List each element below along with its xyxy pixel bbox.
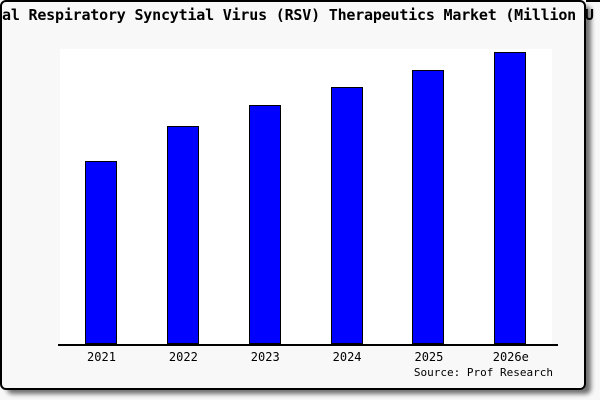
x-tick-label-2025: 2025 [414,350,444,364]
x-tick-label-2022: 2022 [168,350,198,364]
x-tick-label-2026e: 2026e [492,350,529,364]
bar-2021 [85,161,117,344]
bar-2024 [330,87,363,344]
x-tick-label-2021: 2021 [87,350,116,364]
bar-2025 [412,70,445,344]
chart-title: al Respiratory Syncytial Virus (RSV) The… [2,6,594,24]
source-text: Source: Prof Research [413,366,553,379]
bar-2026e [494,52,527,344]
x-tick-label-2023: 2023 [250,350,280,364]
plot-area [60,49,552,345]
bar-2023 [248,105,281,344]
x-tick-label-2024: 2024 [332,350,362,364]
bar-2022 [166,126,199,344]
top-edge-line [586,0,600,2]
x-axis-line [58,344,558,346]
